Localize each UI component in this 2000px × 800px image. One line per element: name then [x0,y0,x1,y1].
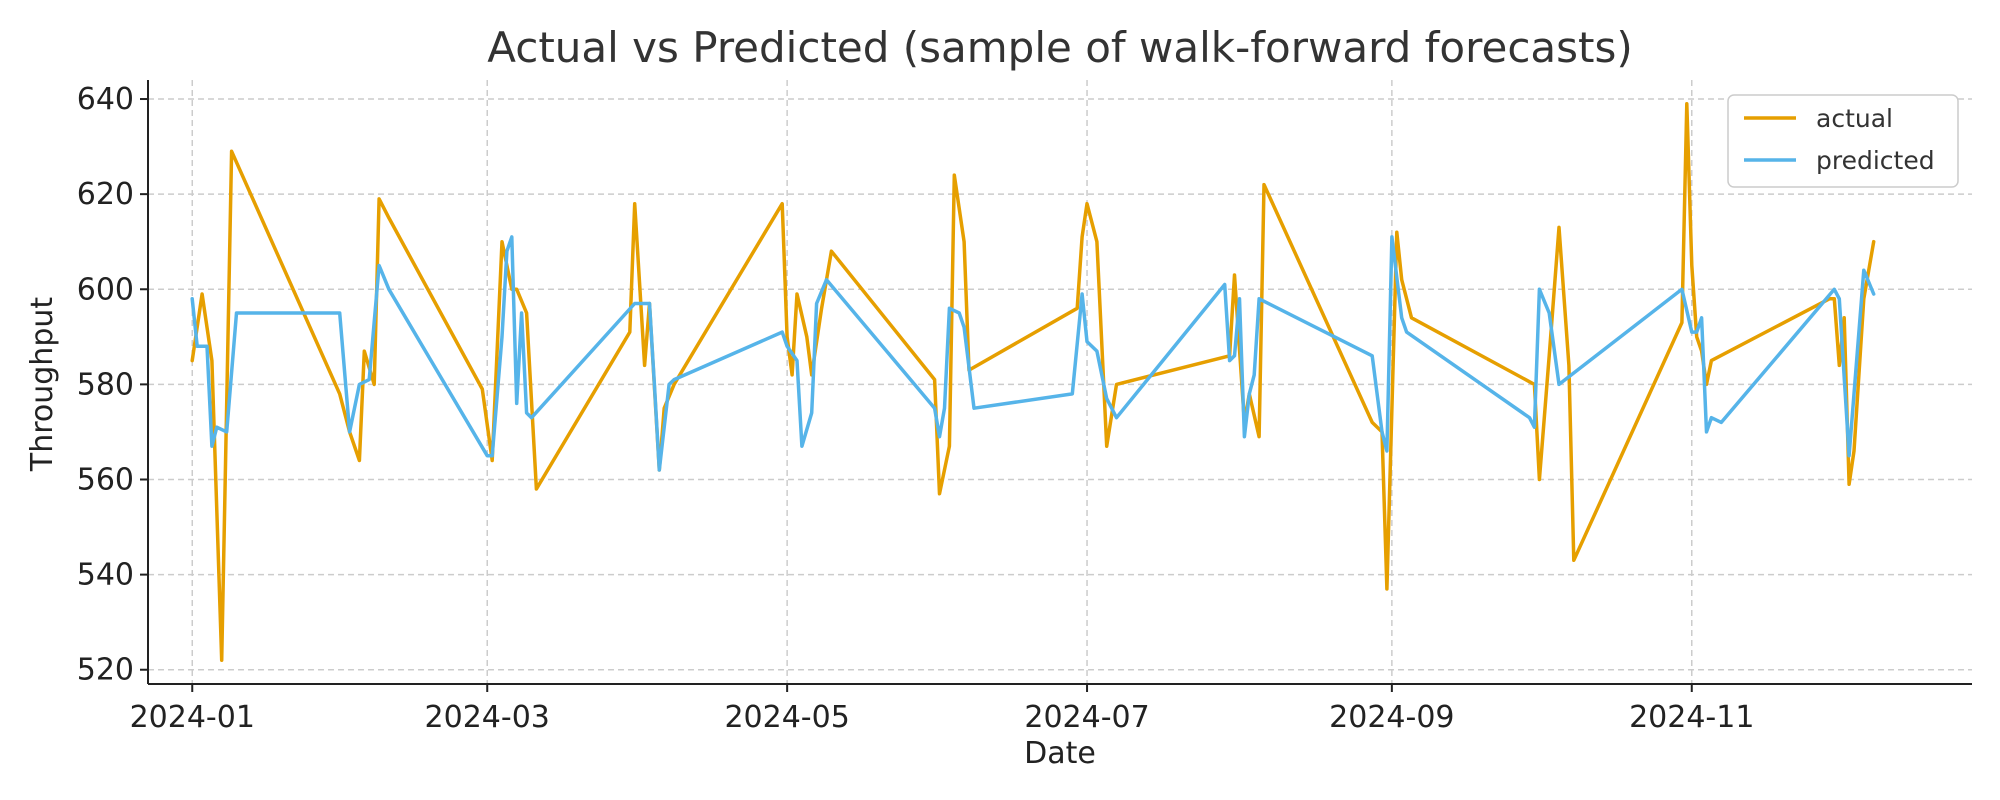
y-axis-label: Throughput [25,297,60,472]
x-tick-label: 2024-09 [1329,700,1454,735]
legend: actual predicted [1727,94,1959,188]
chart-title: Actual vs Predicted (sample of walk-forw… [487,23,1633,72]
series-group [190,102,1876,662]
grid [148,80,1972,684]
x-tick-label: 2024-07 [1024,700,1149,735]
x-tick-label: 2024-03 [425,700,550,735]
axes [147,80,1972,685]
y-tick-label: 620 [77,177,134,212]
x-ticks: 2024-01 2024-03 2024-05 2024-07 2024-09 2024-… [130,684,1754,735]
x-tick-label: 2024-01 [130,700,255,735]
y-tick-label: 540 [77,558,134,593]
legend-label-predicted: predicted [1816,146,1935,175]
y-tick-label: 560 [77,462,134,497]
x-tick-label: 2024-05 [724,700,849,735]
y-ticks: 520 540 560 580 600 620 640 [77,82,148,688]
x-tick-label: 2024-11 [1629,700,1754,735]
y-tick-label: 640 [77,82,134,117]
y-tick-label: 520 [77,653,134,688]
legend-label-actual: actual [1816,104,1893,133]
y-tick-label: 600 [77,272,134,307]
y-tick-label: 580 [77,367,134,402]
series-line-predicted [190,235,1876,472]
x-axis-label: Date [1024,736,1096,771]
